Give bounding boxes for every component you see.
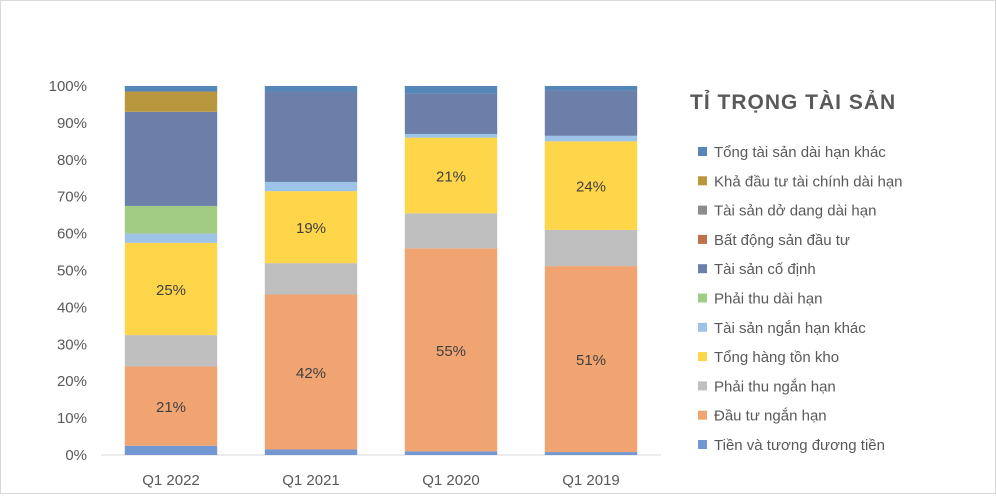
bar-segment: [544, 266, 638, 453]
bar-segment: [124, 205, 218, 234]
legend-label: Khả đầu tư tài chính dài hạn: [714, 173, 903, 190]
bar-segment: [544, 141, 638, 230]
x-tick-label: Q1 2020: [422, 472, 480, 489]
x-tick-label: Q1 2021: [282, 472, 340, 489]
data-label: 21%: [156, 399, 186, 416]
bar-segment: [124, 445, 218, 455]
bar-segment: [264, 91, 358, 182]
bar-segment: [124, 111, 218, 206]
bar-segment: [124, 233, 218, 243]
y-tick-label: 100%: [49, 78, 87, 95]
y-tick-label: 40%: [57, 299, 87, 316]
bar-segment: [404, 213, 498, 249]
legend-label: Bất động sản đầu tư: [714, 232, 850, 249]
bar-segment: [124, 335, 218, 367]
bar-segment: [264, 263, 358, 295]
legend-label: Tài sản ngắn hạn khác: [714, 320, 866, 337]
legend-label: Tổng tài sản dài hạn khác: [714, 144, 886, 161]
y-tick-label: 0%: [65, 447, 87, 464]
legend-swatch: [698, 381, 707, 391]
bar-segment: [404, 248, 498, 452]
legend-swatch: [698, 147, 707, 156]
bar-segment: [404, 137, 498, 214]
bar-segment: [404, 451, 498, 455]
legend-label: Tiền và tương đương tiền: [714, 437, 885, 454]
bar-segment: [124, 86, 218, 92]
legend-swatch: [698, 293, 707, 303]
x-tick-label: Q1 2022: [142, 472, 200, 489]
y-tick-label: 30%: [57, 336, 87, 353]
data-label: 21%: [436, 168, 466, 185]
y-axis-ticks: 0% 10% 20% 30% 40% 50% 60% 70% 80% 90% 100%: [49, 78, 87, 464]
bar-segment: [124, 242, 218, 336]
data-label: 55%: [436, 343, 466, 360]
bar-segment: [264, 449, 358, 455]
chart-title: TỈ TRỌNG TÀI SẢN: [690, 91, 896, 114]
legend-label: Phải thu ngắn hạn: [714, 378, 836, 395]
legend-swatch: [698, 264, 707, 274]
x-axis-ticks: Q1 2022 Q1 2021 Q1 2020 Q1 2019: [142, 472, 620, 489]
legend-label: Tài sản dở dang dài hạn: [714, 203, 876, 220]
y-tick-label: 60%: [57, 226, 87, 243]
legend-label: Tổng hàng tồn kho: [714, 349, 839, 366]
bar-segment: [124, 366, 218, 446]
legend-swatch: [698, 322, 707, 332]
legend-label: Đầu tư ngắn hạn: [714, 408, 827, 425]
legend-swatch: [698, 352, 707, 362]
bar-segment: [404, 133, 498, 138]
bar-segment: [544, 229, 638, 267]
y-tick-label: 50%: [57, 263, 87, 280]
bar-segment: [544, 86, 638, 91]
y-tick-label: 70%: [57, 189, 87, 206]
bar-segment: [264, 294, 358, 450]
legend-label: Tài sản cố định: [714, 261, 816, 278]
legend-swatch: [698, 205, 707, 215]
data-label: 42%: [296, 365, 326, 382]
legend-swatch: [698, 176, 707, 186]
bars-group: 21% 25% 42% 19% 55% 21% 51% 24%: [124, 86, 638, 455]
legend-swatch: [698, 440, 707, 449]
data-label: 24%: [576, 179, 606, 196]
y-tick-label: 80%: [57, 152, 87, 169]
data-label: 51%: [576, 352, 606, 369]
legend-swatch: [698, 234, 707, 244]
data-label: 25%: [156, 282, 186, 299]
bar-segment: [124, 91, 218, 112]
bar-segment: [404, 93, 498, 134]
y-tick-label: 20%: [57, 373, 87, 390]
bar-segment: [544, 452, 638, 455]
bar-segment: [544, 135, 638, 142]
y-tick-label: 10%: [57, 410, 87, 427]
x-tick-label: Q1 2019: [562, 472, 620, 489]
legend: Tổng tài sản dài hạn khác Khả đầu tư tài …: [698, 144, 903, 454]
data-label: 19%: [296, 220, 326, 237]
bar-segment: [264, 191, 358, 264]
bar-segment: [404, 86, 498, 94]
bar-segment: [544, 90, 638, 136]
legend-label: Phải thu dài hạn: [714, 291, 822, 308]
legend-swatch: [698, 410, 707, 420]
bar-segment: [264, 86, 358, 92]
bar-segment: [264, 181, 358, 192]
y-tick-label: 90%: [57, 115, 87, 132]
